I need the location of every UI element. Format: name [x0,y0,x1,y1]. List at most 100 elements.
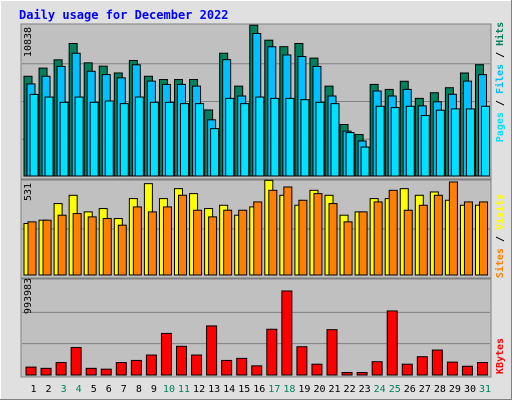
pages-bar [74,96,84,177]
pages-bar [450,108,460,177]
pages-bar [119,103,129,177]
pages-bar [104,100,114,177]
hits-panel-legend: Pages / Files / Hits [494,22,506,142]
sites-bar [117,224,127,276]
day-label: 16 [253,384,265,395]
pages-bar [481,105,490,177]
sites-bar [448,181,458,276]
pages-bar [330,103,340,177]
kbytes-bar [296,346,308,376]
day-label: 8 [136,384,142,395]
kbytes-bar [416,356,428,376]
legend-sep-2: / [495,46,506,64]
kbytes-bar [461,365,473,376]
kbytes-bar [371,361,383,376]
day-label: 2 [46,384,52,395]
sites-bar [87,216,97,276]
visits-ytick-label: 531 [23,183,34,201]
kbytes-bar [356,372,368,376]
kbytes-bar [326,329,338,376]
kbytes-bar [281,290,293,376]
sites-bar [253,201,263,276]
legend-hits: Hits [494,22,506,46]
kbytes-bar [25,366,37,376]
legend-sep-3: / [495,230,506,248]
day-label: 23 [359,384,371,395]
day-label: 14 [223,384,235,395]
kbytes-bar [311,363,323,376]
kbytes-bar [477,362,488,376]
day-labels-group: 1 2 3 4 5 6 7 8 9 10 11 12 13 14 15 16 17 18 19 20 21 22 23 24 2… [31,384,492,395]
pages-bar [255,96,265,177]
pages-bar [465,108,475,177]
day-label: 4 [76,384,82,395]
pages-bar [300,99,310,177]
kbytes-bar [85,367,97,376]
sites-bar [178,194,187,276]
pages-bar [240,103,250,177]
kbytes-bar [266,328,278,376]
sites-bar [72,213,82,276]
sites-bar [298,199,308,276]
kbytes-bar [130,359,142,376]
kbytes-bar [251,365,263,376]
day-label: 1 [31,384,37,395]
day-label: 17 [268,384,280,395]
kbytes-bar [176,345,187,376]
day-label: 12 [193,384,205,395]
day-label: 29 [449,384,461,395]
sites-bar [147,211,157,276]
sites-bar [268,189,278,276]
pages-bar [345,132,355,177]
sites-bar [57,214,67,276]
day-label: 22 [344,384,356,395]
pages-bar [285,97,295,177]
day-label: 6 [106,384,112,395]
kbytes-ytick-label: 993983 [23,278,34,314]
day-label: 30 [464,384,476,395]
sites-bar [102,218,112,276]
day-label: 20 [313,384,325,395]
sites-bar [162,206,172,276]
pages-bar [134,96,144,177]
visits-panel-legend: Sites / Visits [494,194,506,278]
pages-bar [89,101,99,177]
kbytes-bar [206,325,218,376]
pages-bar [390,107,400,177]
sites-bar [238,209,248,276]
sites-bar [343,221,353,276]
kbytes-bars-group [25,290,488,376]
day-label: 28 [434,384,446,395]
pages-bar [210,128,220,177]
sites-bar [313,193,323,276]
kbytes-bar [70,347,82,376]
hits-ytick-label: 10838 [23,27,34,57]
sites-bar [132,206,142,276]
sites-bar [193,209,203,276]
day-label: 9 [151,384,157,395]
sites-bar [418,204,428,276]
sites-bar [373,201,383,276]
sites-bar [479,201,488,276]
legend-files: Files [494,64,506,94]
pages-bar [44,96,54,177]
hits-bars-group [23,24,490,177]
kbytes-bar [386,310,398,376]
day-label: 25 [389,384,401,395]
kbytes-bar [236,357,248,376]
kbytes-bar [341,372,353,376]
pages-bar [195,103,205,177]
legend-kbytes: KBytes [495,338,506,374]
kbytes-bar [191,354,203,376]
legend-sites: Sites [494,248,506,278]
pages-bar [270,97,280,177]
sites-bar [358,211,368,276]
sites-bar [463,201,473,276]
kbytes-gridlines [22,311,490,345]
day-label: 11 [178,384,190,395]
pages-bar [375,105,385,177]
pages-bar [360,146,370,177]
sites-bar [433,194,443,276]
pages-bar [435,109,445,177]
chart-title: Daily usage for December 2022 [19,8,229,22]
